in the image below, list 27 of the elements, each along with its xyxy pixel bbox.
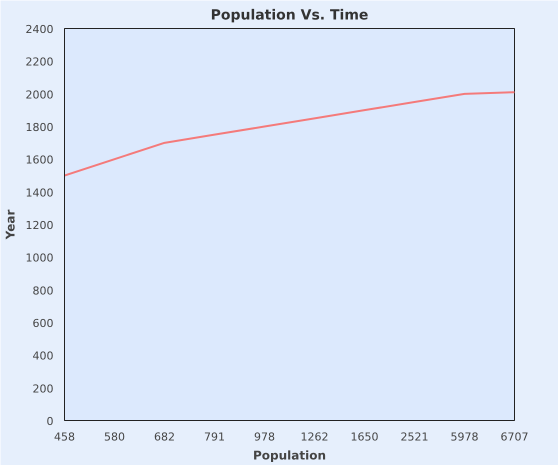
x-tick-label: 978 [254, 430, 275, 444]
y-tick-label: 0 [46, 415, 54, 428]
y-tick-label: 2200 [26, 56, 54, 69]
x-tick-label: 5978 [450, 430, 479, 444]
line-series [64, 91, 514, 176]
chart-title: Population Vs. Time [210, 8, 368, 24]
x-tick-label: 580 [104, 430, 125, 444]
x-tick-label: 1262 [300, 430, 329, 444]
x-tick-label: 2521 [400, 430, 429, 444]
y-tick-label: 400 [32, 350, 54, 363]
y-tick-label: 200 [32, 382, 54, 396]
y-tick-label: 1600 [26, 154, 54, 167]
y-axis-title: Year [4, 210, 18, 240]
x-axis-title: Population [252, 448, 326, 462]
y-tick-label: 1400 [26, 186, 54, 200]
y-tick-label: 1800 [26, 121, 54, 134]
y-tick-label: 1200 [26, 219, 54, 232]
y-tick-label: 600 [32, 317, 54, 330]
x-tick-label: 458 [54, 430, 75, 444]
y-tick-label: 800 [32, 284, 54, 298]
x-tick-label: 791 [204, 430, 225, 444]
y-tick-label: 2000 [26, 88, 54, 102]
y-tick-label: 1000 [26, 252, 54, 265]
x-tick-label: 1650 [350, 430, 379, 444]
x-tick-label: 6707 [500, 430, 529, 444]
x-tick-label: 682 [154, 430, 175, 444]
y-tick-label: 2400 [26, 23, 54, 36]
